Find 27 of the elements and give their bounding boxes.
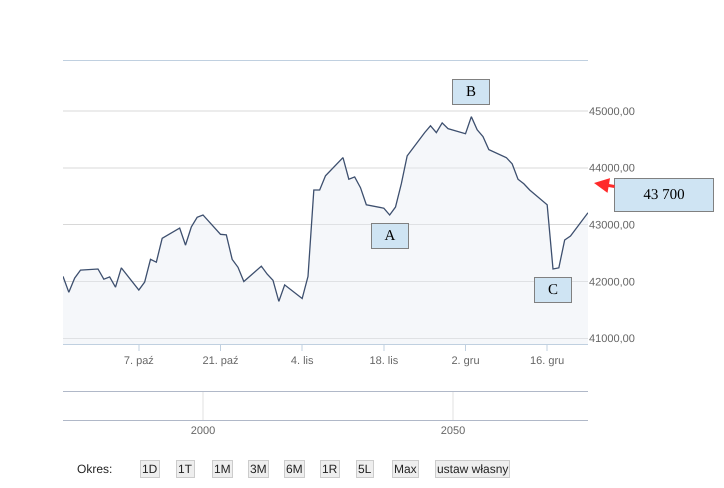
text: Okres: <box>77 462 112 476</box>
text: 6M <box>286 462 303 476</box>
text: 1R <box>322 462 338 476</box>
text: ustaw własny <box>437 462 508 476</box>
x-tick-label: 4. lis <box>290 355 314 368</box>
x-tick-label: 2. gru <box>451 355 480 368</box>
x2-tick-label: 2000 <box>190 425 216 438</box>
x-tick-label: 21. paź <box>202 355 239 368</box>
x2-tick-label: 2050 <box>440 425 466 438</box>
text: 1D <box>142 462 158 476</box>
text: 43 700 <box>643 187 685 203</box>
y-tick-label: 44000,00 <box>589 162 635 175</box>
y-tick-label: 42000,00 <box>589 276 635 288</box>
text: 1T <box>178 462 193 476</box>
x-tick-label: 7. paź <box>124 355 154 368</box>
annotation: A <box>384 228 396 244</box>
text: 3M <box>250 462 267 476</box>
text: 5L <box>358 462 372 476</box>
y-tick-label: 45000,00 <box>589 106 635 118</box>
y-tick-label: 43000,00 <box>589 220 635 232</box>
y-tick-label: 41000,00 <box>589 333 635 346</box>
text: 1M <box>214 462 231 476</box>
x-tick-label: 18. lis <box>369 355 399 368</box>
annotation: B <box>466 84 476 100</box>
annotation: C <box>548 282 558 298</box>
text: Max <box>394 462 417 476</box>
x-tick-label: 16. gru <box>530 355 564 368</box>
